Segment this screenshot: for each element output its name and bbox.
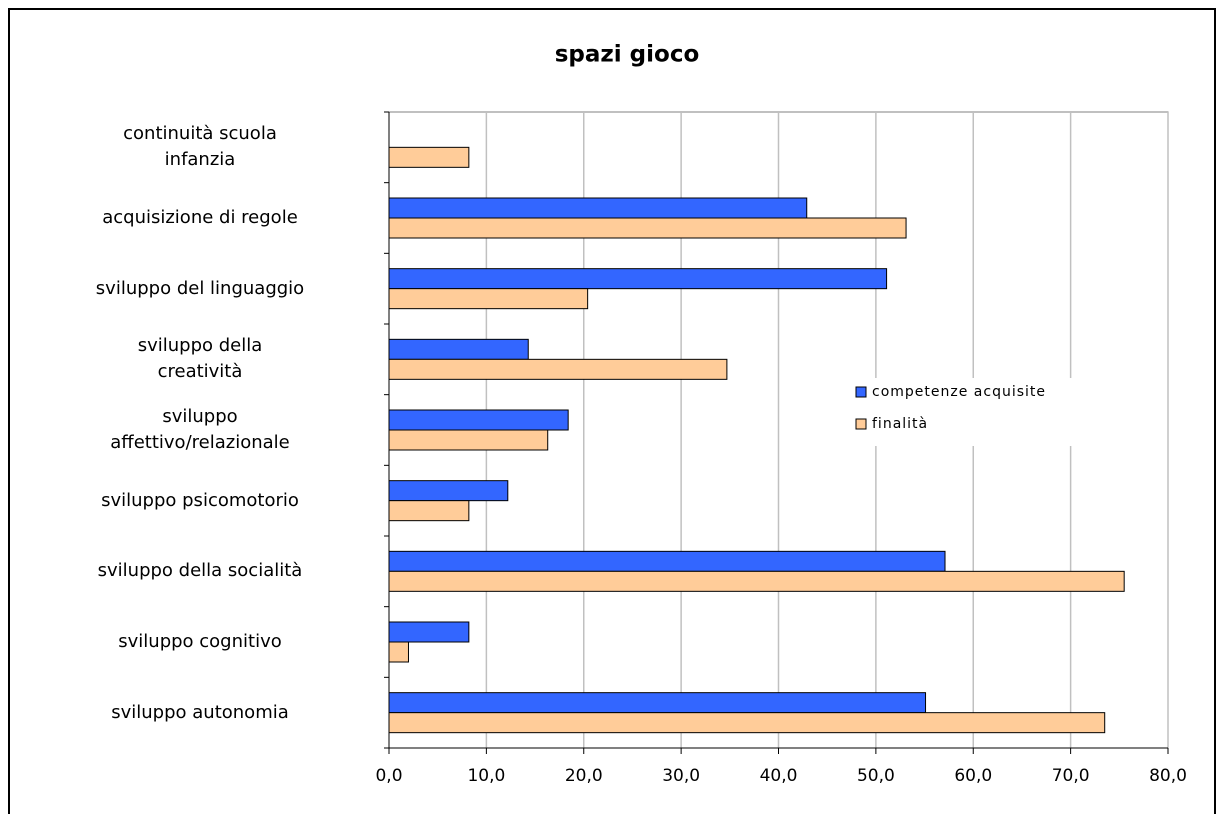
y-tick-label: acquisizione di regole bbox=[102, 207, 298, 228]
bar bbox=[388, 288, 589, 310]
x-tick-label: 0,0 bbox=[375, 766, 402, 786]
x-tick-label: 60,0 bbox=[954, 766, 992, 786]
x-tick-label: 80,0 bbox=[1149, 766, 1187, 786]
bar bbox=[388, 409, 569, 431]
bar bbox=[388, 621, 470, 643]
x-tick-label: 70,0 bbox=[1052, 766, 1090, 786]
bar bbox=[388, 358, 728, 380]
bar bbox=[388, 197, 808, 219]
legend-swatch bbox=[855, 386, 867, 398]
legend-label: competenze acquisite bbox=[872, 384, 1046, 400]
y-tick-label: sviluppo cognitivo bbox=[118, 631, 282, 652]
y-tick-label: sviluppo del linguaggio bbox=[95, 277, 305, 299]
legend-label: finalità bbox=[872, 416, 928, 432]
x-tick-label: 20,0 bbox=[565, 766, 603, 786]
bar bbox=[388, 712, 1106, 734]
bar bbox=[388, 268, 888, 290]
y-tick-label: continuità scuola infanzia bbox=[123, 123, 277, 171]
x-tick-label: 50,0 bbox=[857, 766, 895, 786]
bar bbox=[388, 641, 409, 663]
bar bbox=[388, 480, 509, 502]
y-tick-label: sviluppo autonomia bbox=[111, 701, 289, 723]
bar bbox=[388, 550, 946, 572]
legend-box bbox=[846, 378, 1086, 446]
y-tick-label: sviluppo della socialità bbox=[97, 560, 303, 582]
x-tick-label: 30,0 bbox=[662, 766, 700, 786]
bar bbox=[388, 500, 470, 522]
chart-title: spazi gioco bbox=[555, 42, 700, 68]
y-tick-label: sviluppo psicomotorio bbox=[101, 489, 299, 511]
bar bbox=[388, 338, 529, 360]
bar bbox=[388, 217, 907, 239]
x-tick-label: 10,0 bbox=[467, 766, 505, 786]
bar bbox=[388, 146, 470, 168]
bar bbox=[388, 692, 927, 714]
legend-swatch bbox=[855, 418, 867, 430]
x-tick-label: 40,0 bbox=[760, 766, 798, 786]
y-tick-label: sviluppo affettivo/relazionale bbox=[110, 406, 290, 453]
bar bbox=[388, 570, 1125, 592]
y-tick-label: sviluppo della creatività bbox=[137, 335, 263, 383]
bar bbox=[388, 429, 549, 451]
